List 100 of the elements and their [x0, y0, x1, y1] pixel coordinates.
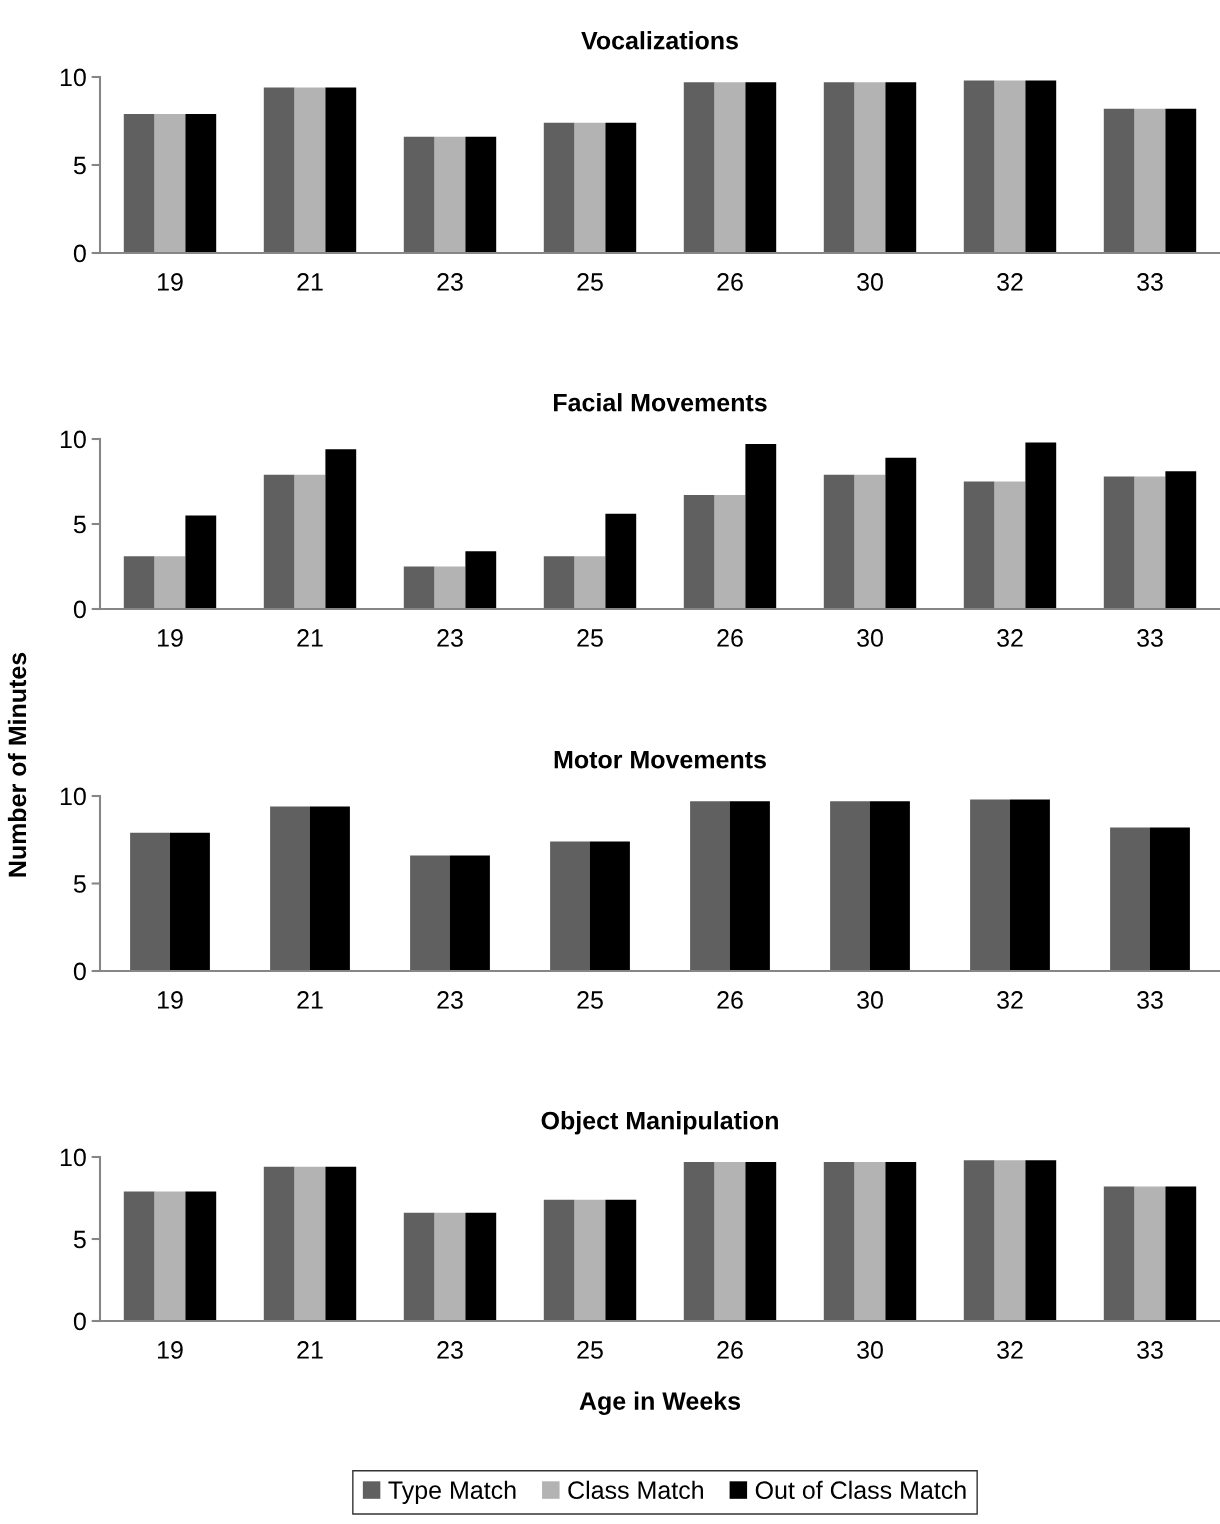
bar [994, 80, 1026, 253]
bar [1134, 1186, 1166, 1321]
x-tick-label: 21 [297, 629, 323, 647]
x-tick-label: 21 [297, 991, 323, 1009]
bar [434, 136, 466, 253]
bar [263, 1166, 295, 1321]
bar [745, 444, 777, 609]
y-tick-label: 5 [73, 1230, 86, 1249]
bar [465, 136, 497, 253]
bar [885, 1161, 917, 1321]
bar [170, 832, 210, 971]
bar [1165, 108, 1197, 253]
x-tick-label: 30 [857, 991, 883, 1009]
bar [1165, 1186, 1197, 1321]
bar [690, 801, 730, 971]
bar [310, 806, 350, 971]
legend-label: Out of Class Match [755, 1480, 966, 1500]
legend-label: Type Match [388, 1480, 516, 1504]
bar [683, 1161, 715, 1321]
bar [130, 832, 170, 971]
bar [294, 87, 326, 253]
bar [1165, 471, 1197, 609]
bar [294, 1166, 326, 1321]
bar [1150, 827, 1190, 971]
bar [574, 556, 606, 609]
y-tick-label: 5 [73, 156, 86, 175]
bar [1103, 1186, 1135, 1321]
chart-title: Vocalizations [581, 31, 738, 50]
bar [325, 1166, 357, 1321]
bar [854, 82, 886, 253]
bar [605, 1199, 637, 1321]
x-tick-label: 26 [717, 1341, 743, 1359]
chart-title: Facial Movements [554, 393, 767, 412]
bar [714, 495, 746, 609]
y-tick-label: 10 [60, 68, 86, 87]
bar [683, 82, 715, 253]
bar [294, 474, 326, 609]
x-tick-label: 19 [158, 629, 183, 647]
bar [854, 1161, 886, 1321]
bar [1025, 442, 1057, 609]
bar [854, 474, 886, 609]
bar [1103, 476, 1135, 609]
x-tick-label: 33 [1137, 629, 1163, 647]
bar [263, 474, 295, 609]
bar [450, 855, 490, 971]
bar [1110, 827, 1150, 971]
x-tick-label: 33 [1137, 273, 1163, 291]
bar [123, 556, 155, 609]
bar [1134, 476, 1166, 609]
bar [434, 1212, 466, 1321]
bar [543, 556, 575, 609]
y-tick-label: 0 [73, 244, 86, 263]
bar [605, 513, 637, 609]
x-axis-title: Age in Weeks [579, 1391, 741, 1415]
y-tick-label: 0 [73, 600, 86, 619]
x-tick-label: 23 [437, 629, 463, 647]
bar [325, 87, 357, 253]
bar [714, 82, 746, 253]
x-tick-label: 19 [158, 991, 183, 1009]
chart-title: Motor Movements [554, 751, 766, 769]
bar [994, 1160, 1026, 1321]
x-tick-label: 33 [1137, 991, 1163, 1009]
y-tick-label: 10 [60, 787, 86, 806]
bar [1025, 1160, 1057, 1321]
bar [325, 449, 357, 609]
legend-label: Class Match [568, 1480, 703, 1500]
x-tick-label: 32 [997, 1341, 1023, 1359]
x-tick-label: 30 [857, 273, 883, 291]
x-tick-label: 26 [717, 629, 743, 647]
bar [1134, 108, 1166, 253]
bar [963, 481, 995, 609]
bar [403, 566, 435, 609]
bar [823, 82, 855, 253]
bar [823, 1161, 855, 1321]
bar [870, 801, 910, 971]
y-tick-label: 0 [73, 1312, 86, 1331]
bar [1103, 108, 1135, 253]
bar [885, 457, 917, 609]
bar [434, 566, 466, 609]
bar [550, 841, 590, 971]
bar [185, 1191, 217, 1321]
x-tick-label: 32 [997, 273, 1023, 291]
x-tick-label: 21 [297, 273, 323, 291]
x-tick-label: 30 [857, 1341, 883, 1359]
y-tick-label: 0 [73, 962, 86, 981]
x-tick-label: 23 [437, 273, 463, 291]
x-tick-label: 33 [1137, 1341, 1163, 1359]
bar [963, 1160, 995, 1321]
bar [263, 87, 295, 253]
bar [823, 474, 855, 609]
bar [154, 556, 186, 609]
bar [1025, 80, 1057, 253]
bar [605, 122, 637, 253]
bar [403, 1212, 435, 1321]
y-tick-label: 10 [60, 1148, 86, 1167]
x-tick-label: 21 [297, 1341, 323, 1359]
x-tick-label: 25 [577, 629, 603, 647]
x-tick-label: 25 [577, 991, 603, 1009]
x-tick-label: 23 [437, 1341, 463, 1359]
bar [590, 841, 630, 971]
